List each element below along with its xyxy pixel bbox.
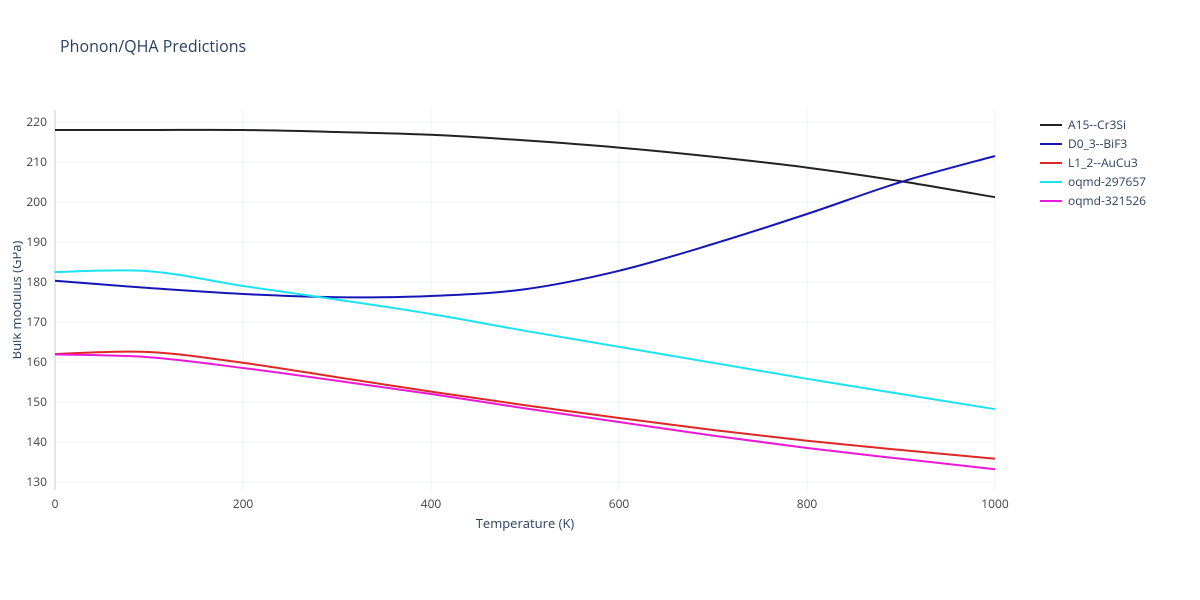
y-tick-label: 150	[26, 393, 47, 410]
y-tick-label: 190	[26, 233, 47, 250]
legend-item[interactable]: D0_3--BiF3	[1040, 134, 1146, 153]
legend-label: oqmd-297657	[1068, 173, 1146, 190]
legend-swatch	[1040, 143, 1062, 145]
series-line[interactable]	[55, 352, 995, 459]
legend-label: L1_2--AuCu3	[1068, 154, 1138, 171]
legend-swatch	[1040, 162, 1062, 164]
y-axis-label: Bulk modulus (GPa)	[13, 241, 25, 360]
y-tick-label: 160	[26, 353, 47, 370]
legend-label: A15--Cr3Si	[1068, 116, 1126, 133]
y-tick-label: 210	[26, 153, 47, 170]
legend-label: D0_3--BiF3	[1068, 135, 1127, 152]
legend-item[interactable]: A15--Cr3Si	[1040, 115, 1146, 134]
y-tick-label: 180	[26, 273, 47, 290]
legend-item[interactable]: L1_2--AuCu3	[1040, 153, 1146, 172]
series-line[interactable]	[55, 156, 995, 297]
legend-item[interactable]: oqmd-297657	[1040, 172, 1146, 191]
legend-swatch	[1040, 200, 1062, 202]
legend-swatch	[1040, 181, 1062, 183]
y-tick-label: 200	[26, 193, 47, 210]
x-tick-label: 1000	[981, 495, 1009, 512]
chart-title: Phonon/QHA Predictions	[60, 35, 246, 57]
legend-label: oqmd-321526	[1068, 192, 1146, 209]
chart-container: Phonon/QHA Predictions 0 200 400 600 800 1000…	[0, 0, 1200, 600]
plot-area: 0 200 400 600 800 1000 130 140 150 160 170 180 190 20…	[13, 68, 1037, 532]
y-tick-label: 140	[26, 433, 47, 450]
x-axis-label: Temperature (K)	[476, 514, 575, 532]
x-tick-label: 600	[609, 495, 630, 512]
legend: A15--Cr3Si D0_3--BiF3 L1_2--AuCu3 oqmd-2976…	[1040, 115, 1146, 210]
legend-swatch	[1040, 124, 1062, 126]
x-tick-label: 200	[233, 495, 254, 512]
x-tick-label: 800	[797, 495, 818, 512]
y-tick-label: 220	[26, 113, 47, 130]
gridlines	[55, 110, 995, 490]
y-tick-label: 170	[26, 313, 47, 330]
series-line[interactable]	[55, 354, 995, 469]
series-line[interactable]	[55, 130, 995, 197]
legend-item[interactable]: oqmd-321526	[1040, 191, 1146, 210]
y-tick-label: 130	[26, 473, 47, 490]
series-group	[55, 130, 995, 469]
x-tick-label: 0	[52, 495, 59, 512]
x-tick-label: 400	[421, 495, 442, 512]
